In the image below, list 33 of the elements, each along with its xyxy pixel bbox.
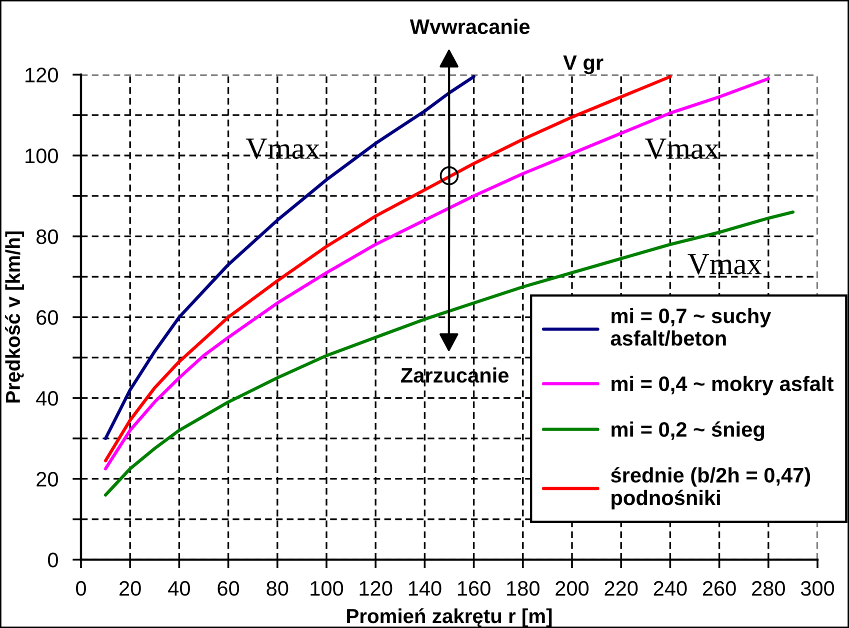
x-tick-label: 120 (360, 581, 392, 596)
x-tick-label: 40 (168, 581, 190, 596)
x-tick-label: 240 (654, 581, 687, 596)
x-tick-label: 20 (120, 581, 141, 596)
x-tick-label: 100 (310, 581, 344, 596)
x-tick-label: 220 (604, 581, 638, 596)
x-tick-label: 180 (507, 581, 540, 596)
annotation: Wvwracanie (410, 18, 530, 34)
annotation: Vmax (688, 254, 762, 275)
legend-label: mi = 0,4 ~ mokry asfalt (612, 376, 834, 396)
x-tick-label: 300 (800, 581, 834, 596)
annotation: Zarzucanie (401, 367, 509, 383)
y-tick-label: 100 (26, 148, 58, 164)
x-tick-label: 160 (458, 581, 490, 596)
x-tick-label: 140 (408, 581, 442, 596)
x-tick-label: 200 (556, 581, 589, 596)
x-tick-label: 0 (76, 581, 86, 596)
y-tick-label: 60 (36, 310, 58, 325)
x-tick-label: 60 (218, 581, 240, 596)
x-tick-label: 80 (266, 581, 288, 596)
text: V gr (563, 55, 604, 74)
y-tick-label: 0 (48, 552, 58, 568)
y-tick-label: 80 (36, 229, 58, 244)
y-tick-label: 40 (36, 391, 58, 406)
legend-label: mi = 0,7 ~ suchy asfalt/beton (610, 308, 772, 346)
legend-label: mi = 0,2 ~ śnieg (612, 421, 764, 442)
x-tick-label: 280 (752, 581, 785, 596)
y-tick-label: 120 (26, 68, 58, 82)
x-axis-title: Promień zakrętu r [m] (347, 608, 552, 628)
legend-label: średnie (b/2h = 0,47) podnośniki (610, 467, 810, 510)
y-tick-label: 20 (36, 472, 58, 487)
y-axis-title: Prędkość v [km/h] (5, 232, 24, 403)
x-tick-label: 260 (702, 581, 736, 596)
